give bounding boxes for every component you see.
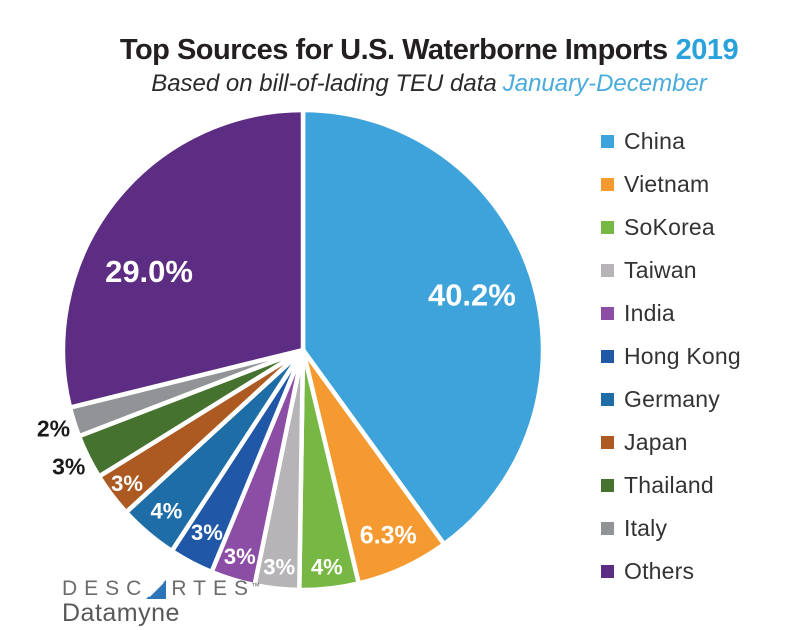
legend-item-china: China bbox=[601, 126, 741, 157]
legend-swatch-icon bbox=[601, 565, 614, 578]
legend-swatch-icon bbox=[601, 135, 614, 148]
legend-label: Hong Kong bbox=[624, 343, 741, 369]
chart-title-text: Top Sources for U.S. Waterborne Imports bbox=[119, 34, 668, 66]
chart-subtitle-period: January-December bbox=[502, 70, 707, 98]
legend-label: China bbox=[624, 128, 686, 154]
legend-item-others: Others bbox=[601, 556, 741, 587]
chart-title-year: 2019 bbox=[675, 34, 739, 66]
pie-label-china: 40.2% bbox=[428, 278, 516, 313]
logo-brand-row: DESC RTES ™ bbox=[62, 578, 260, 599]
legend-item-hong-kong: Hong Kong bbox=[601, 341, 741, 372]
legend-label: Taiwan bbox=[624, 257, 697, 283]
chart-title: Top Sources for U.S. Waterborne Imports 2… bbox=[58, 34, 800, 67]
logo-trademark: ™ bbox=[251, 581, 260, 591]
pie-label-sokorea: 4% bbox=[311, 555, 343, 580]
pie-slice-china bbox=[300, 107, 546, 547]
legend-swatch-icon bbox=[601, 307, 614, 320]
descartes-datamyne-logo: DESC RTES ™ Datamyne bbox=[62, 578, 260, 626]
legend-label: India bbox=[624, 300, 675, 326]
logo-brand-suffix: RTES bbox=[171, 577, 255, 600]
pie-label-vietnam: 6.3% bbox=[360, 521, 417, 549]
legend-label: Others bbox=[624, 558, 695, 584]
legend-label: Vietnam bbox=[624, 171, 710, 197]
descartes-triangle-icon bbox=[146, 580, 167, 599]
chart-subtitle-text: Based on bill-of-lading TEU data bbox=[151, 70, 497, 98]
pie-label-japan: 3% bbox=[111, 471, 143, 496]
pie-chart: 40.2% 6.3% 4% 3% 3% 3% 4% 3% 3% 2% 29.0% bbox=[28, 75, 578, 625]
logo-product-name: Datamyne bbox=[62, 599, 180, 627]
legend-item-italy: Italy bbox=[601, 513, 741, 544]
pie-label-others: 29.0% bbox=[105, 254, 193, 289]
legend-item-vietnam: Vietnam bbox=[601, 169, 741, 200]
legend-swatch-icon bbox=[601, 522, 614, 535]
chart-subtitle: Based on bill-of-lading TEU data January-… bbox=[58, 71, 800, 97]
legend-item-sokorea: SoKorea bbox=[601, 212, 741, 243]
pie-label-thailand: 3% bbox=[52, 453, 85, 479]
legend-item-thailand: Thailand bbox=[601, 470, 741, 501]
header: Top Sources for U.S. Waterborne Imports 2… bbox=[58, 34, 800, 98]
legend-label: Japan bbox=[624, 429, 688, 455]
legend-swatch-icon bbox=[601, 264, 614, 277]
legend-item-taiwan: Taiwan bbox=[601, 255, 741, 286]
pie-label-taiwan: 3% bbox=[263, 555, 295, 580]
legend-item-germany: Germany bbox=[601, 384, 741, 415]
legend-item-india: India bbox=[601, 298, 741, 329]
legend-label: SoKorea bbox=[624, 214, 715, 240]
legend-swatch-icon bbox=[601, 393, 614, 406]
legend-swatch-icon bbox=[601, 479, 614, 492]
legend-label: Thailand bbox=[624, 472, 714, 498]
legend-label: Italy bbox=[624, 515, 668, 541]
legend-swatch-icon bbox=[601, 350, 614, 363]
pie-label-italy: 2% bbox=[37, 416, 70, 442]
pie-label-germany: 4% bbox=[151, 499, 183, 524]
legend: China Vietnam SoKorea Taiwan India Hong Kong G… bbox=[601, 126, 741, 587]
logo-brand-prefix: DESC bbox=[62, 577, 149, 600]
pie-slice-others bbox=[60, 107, 306, 410]
legend-label: Germany bbox=[624, 386, 720, 412]
pie-chart-svg: 40.2%6.3%4%3%3%3%4%3%3%2%29.0% bbox=[37, 107, 546, 593]
legend-swatch-icon bbox=[601, 178, 614, 191]
legend-swatch-icon bbox=[601, 221, 614, 234]
pie-label-india: 3% bbox=[224, 544, 256, 569]
legend-swatch-icon bbox=[601, 436, 614, 449]
legend-item-japan: Japan bbox=[601, 427, 741, 458]
pie-label-hong-kong: 3% bbox=[191, 520, 223, 545]
